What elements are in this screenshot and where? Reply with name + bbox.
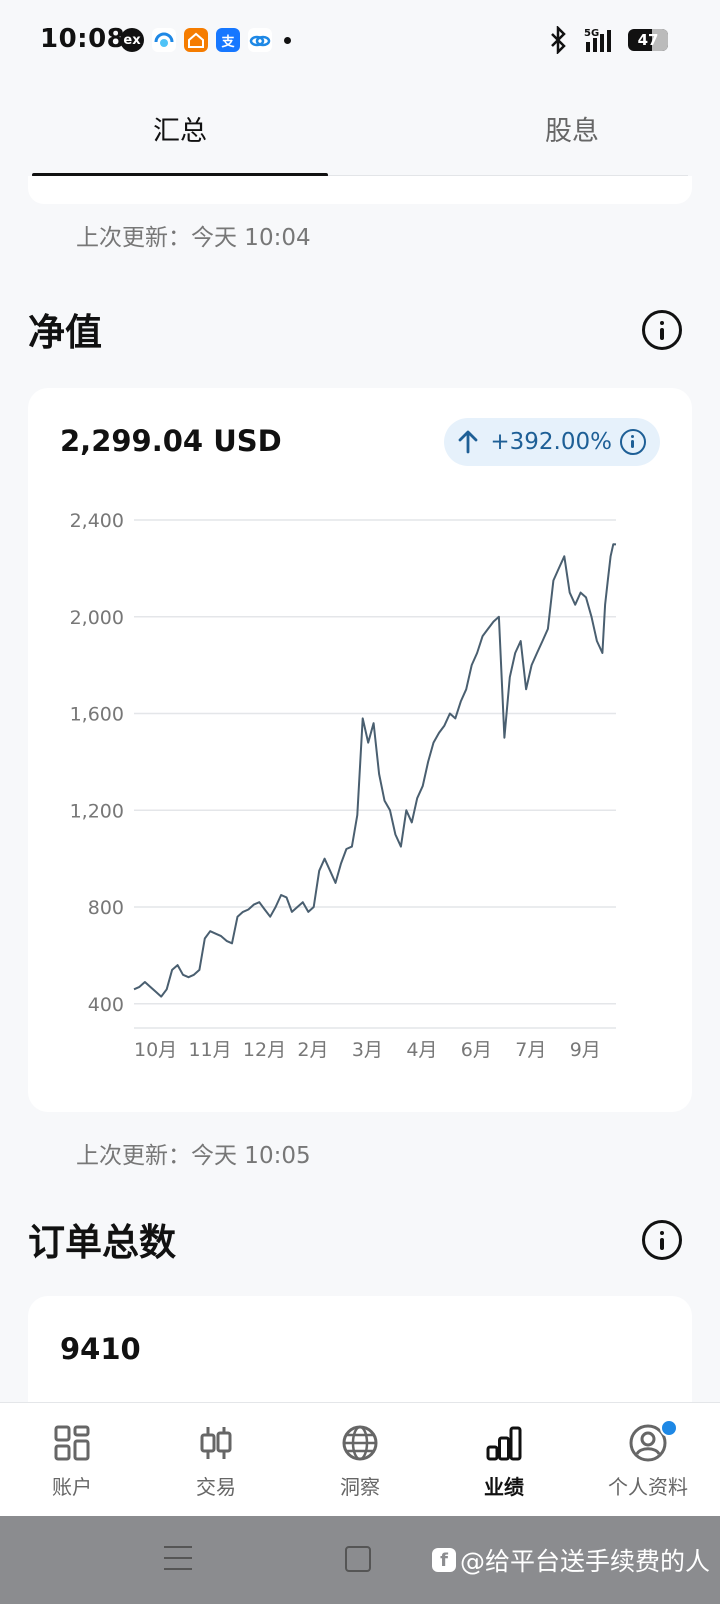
bluetooth-icon [551,26,566,54]
tab-dividends[interactable]: 股息 [545,115,599,147]
last-update-label-2: 上次更新：今天 10:05 [76,1143,311,1169]
tab-bar: 汇总 股息 [32,80,688,177]
x-tick-label: 4月 [406,1039,437,1061]
watermark-text: @给平台送手续费的人 [460,1547,711,1576]
y-tick-label: 2,400 [70,510,124,532]
ex-icon: ex [120,28,144,52]
signal-5g-icon: 5G [584,28,611,52]
house-app-icon [184,28,208,52]
change-info-icon[interactable] [620,429,646,455]
nav-performance-label: 业绩 [484,1475,524,1499]
x-tick-label: 10月 [134,1039,177,1061]
x-tick-label: 7月 [515,1039,546,1061]
candlestick-icon [200,1427,232,1459]
cloud-link-icon [248,28,272,52]
orders-count: 9410 [60,1332,141,1366]
nav-profile-label: 个人资料 [608,1475,688,1499]
nav-account-label: 账户 [52,1475,92,1499]
profile-icon [629,1424,667,1462]
change-percent: +392.00% [490,429,612,455]
system-icons: 5G 47 [548,26,668,54]
notification-icons: ex 支 [120,28,291,52]
alipay-icon: 支 [216,28,240,52]
tab-summary[interactable]: 汇总 [153,115,207,147]
battery-level: 47 [637,31,659,49]
bottom-nav: 账户 交易 洞察 业绩 个人资料 [0,1402,720,1517]
cloud-swirl-icon [152,28,176,52]
system-nav-bar: f @给平台送手续费的人 [0,1516,720,1604]
y-tick-label: 400 [88,994,124,1016]
net-value-card: 2,299.04 USD +392.00% 2,400 2,000 1,600 1,2… [28,388,692,1112]
nav-profile[interactable]: 个人资料 [576,1403,720,1517]
net-value-series-line [133,543,617,998]
home-button[interactable] [345,1546,371,1572]
more-notifications-dot [284,36,291,44]
last-update-label: 上次更新：今天 10:04 [76,225,311,251]
nav-insights[interactable]: 洞察 [288,1403,432,1517]
x-tick-label: 12月 [243,1039,286,1061]
recent-apps-button[interactable] [164,1546,192,1570]
status-bar: 10:08 ex 支 5G 47 [0,0,720,80]
y-tick-label: 800 [88,897,124,919]
y-tick-label: 1,200 [70,800,124,822]
change-badge[interactable]: +392.00% [444,418,660,466]
x-tick-label: 11月 [188,1039,231,1061]
globe-icon [342,1425,378,1461]
x-tick-label: 2月 [297,1039,328,1061]
bar-chart-icon [486,1426,522,1461]
orders-info-icon[interactable] [642,1220,682,1260]
watermark: f @给平台送手续费的人 [432,1542,710,1578]
orders-title: 订单总数 [28,1221,176,1264]
nav-trade[interactable]: 交易 [144,1403,288,1517]
x-tick-label: 9月 [570,1039,601,1061]
nav-insights-label: 洞察 [340,1475,380,1499]
net-value-chart: 2,400 2,000 1,600 1,200 800 400 10月 11月 12月 2月 3月… [70,510,617,1061]
y-tick-label: 2,000 [70,607,124,629]
net-value-title: 净值 [28,311,102,354]
arrow-up-icon [454,428,482,456]
svg-text:5G: 5G [584,28,599,39]
net-value-info-icon[interactable] [642,310,682,350]
y-tick-label: 1,600 [70,704,124,726]
nav-performance[interactable]: 业绩 [432,1403,576,1517]
nav-account[interactable]: 账户 [0,1403,144,1517]
x-tick-label: 6月 [461,1039,492,1061]
battery-icon: 47 [628,29,668,51]
net-value-amount: 2,299.04 USD [60,424,282,458]
tab-active-indicator [32,173,328,177]
platform-logo-icon: f [432,1548,456,1572]
x-tick-label: 3月 [352,1039,383,1061]
previous-card-edge [28,176,692,204]
grid-icon [54,1425,90,1461]
nav-trade-label: 交易 [196,1475,236,1499]
profile-notification-badge [660,1419,678,1437]
status-time: 10:08 [40,24,126,54]
